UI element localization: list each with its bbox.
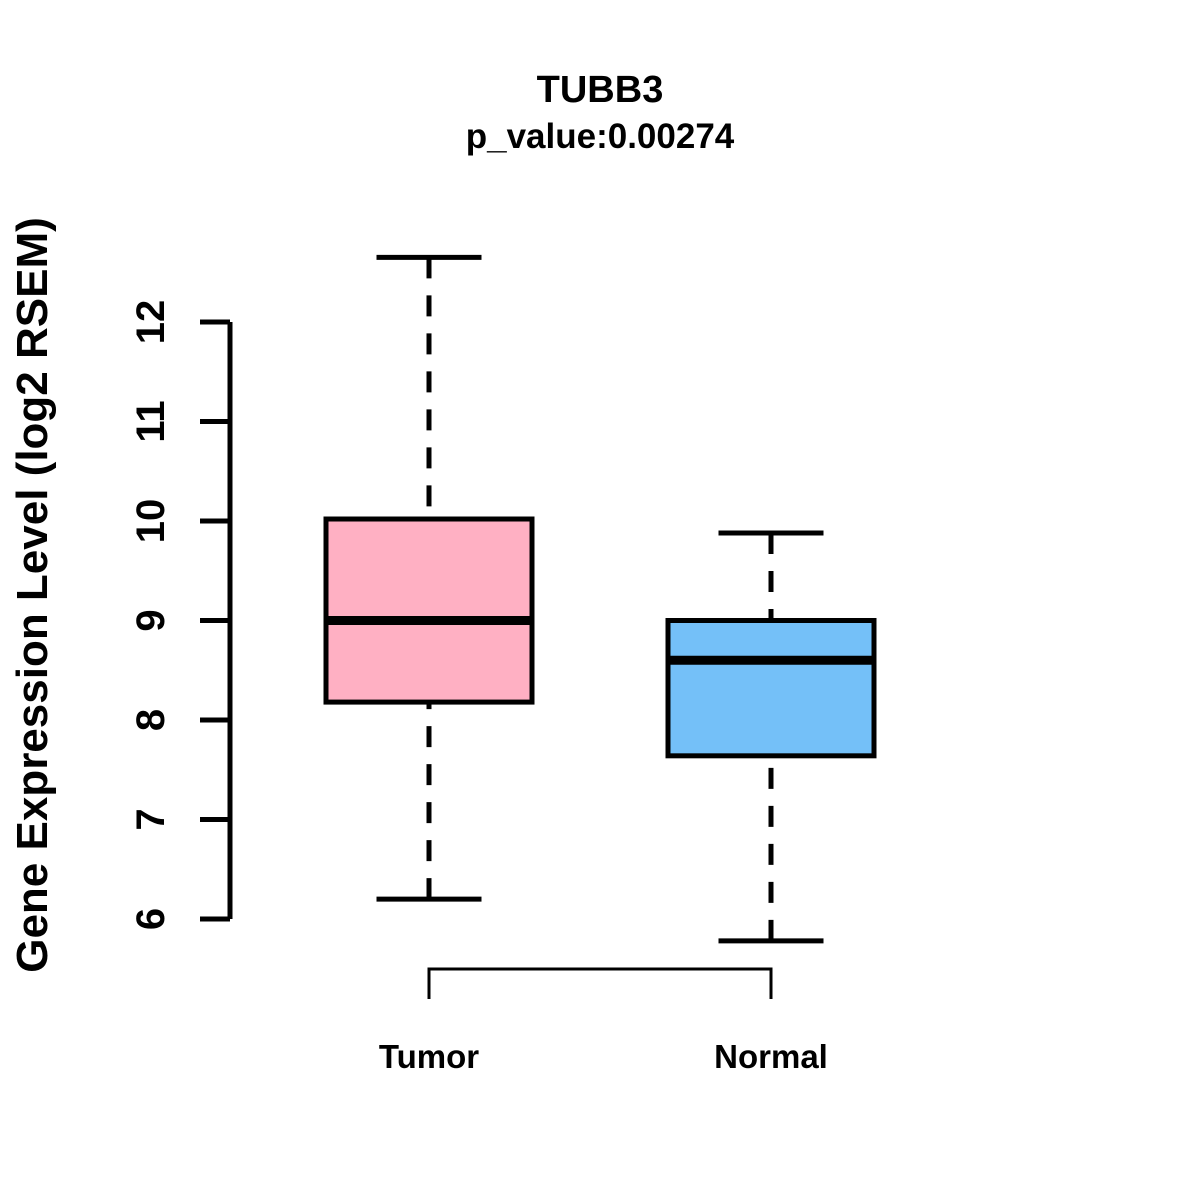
y-axis-tick-label: 10 <box>129 499 173 544</box>
y-axis-tick-label: 8 <box>129 709 173 731</box>
box-normal <box>665 618 877 759</box>
y-axis-tick-label: 6 <box>129 908 173 930</box>
chart-title: TUBB3 <box>536 69 664 111</box>
chart-pvalue-subtitle: p_value:0.00274 <box>465 117 735 156</box>
y-axis-tick-label: 7 <box>129 808 173 830</box>
y-axis-tick-label: 9 <box>129 609 173 631</box>
y-axis-tick-label: 11 <box>129 400 173 442</box>
y-axis-tick-label: 12 <box>129 300 173 345</box>
x-category-label-normal: Normal <box>714 1038 828 1075</box>
comparison-bracket <box>427 967 773 999</box>
box-tumor <box>323 516 535 705</box>
x-category-label-tumor: Tumor <box>378 1038 480 1075</box>
